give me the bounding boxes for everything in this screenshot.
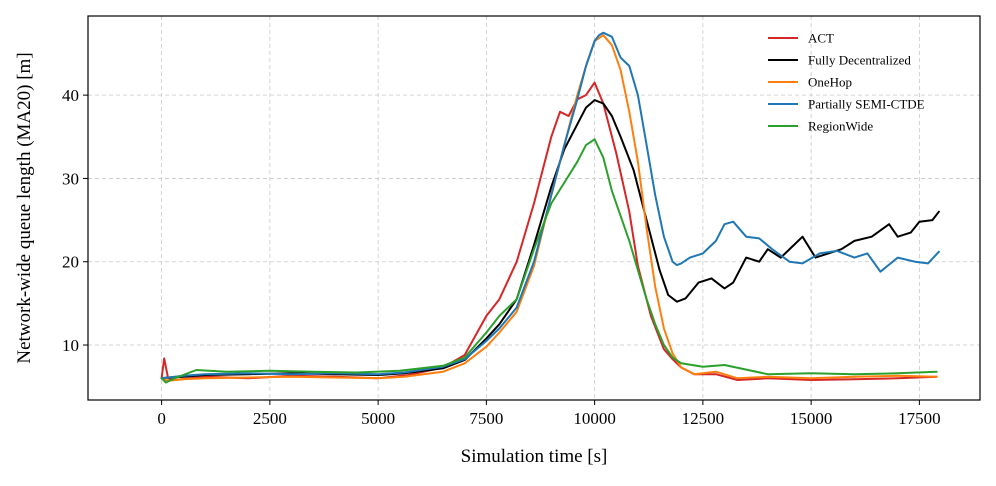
plot-frame (87, 15, 981, 401)
legend-label: OneHop (808, 75, 852, 90)
legend-label: Partially SEMI-CTDE (808, 97, 925, 112)
x-tick-label: 2500 (253, 409, 287, 428)
x-tick-label: 5000 (361, 409, 395, 428)
y-tick-label: 40 (62, 86, 79, 105)
legend-label: RegionWide (808, 119, 873, 134)
legend-label: Fully Decentralized (808, 53, 911, 68)
x-tick-label: 0 (157, 409, 166, 428)
x-tick-label: 12500 (682, 409, 725, 428)
grid (88, 16, 980, 400)
x-axis-label: Simulation time [s] (461, 446, 608, 467)
series-line-partially-semi-ctde (160, 31, 940, 380)
x-tick-label: 7500 (469, 409, 503, 428)
x-tick-label: 10000 (573, 409, 616, 428)
y-tick-label: 10 (62, 336, 79, 355)
y-tick-label: 30 (62, 169, 79, 188)
series-line-regionwide (160, 138, 938, 384)
y-axis-label: Network-wide queue length (MA20) [m] (14, 52, 35, 363)
x-tick-label: 17500 (898, 409, 941, 428)
series-layer (160, 31, 940, 384)
legend-label: ACT (808, 31, 834, 46)
x-tick-label: 15000 (790, 409, 833, 428)
ticks: 0 2500 5000 7500 10000 12500 15000 17500 10 20 30 4… (62, 86, 941, 428)
y-tick-label: 20 (62, 253, 79, 272)
legend: ACT Fully Decentralized OneHop Partially SE… (768, 31, 925, 134)
